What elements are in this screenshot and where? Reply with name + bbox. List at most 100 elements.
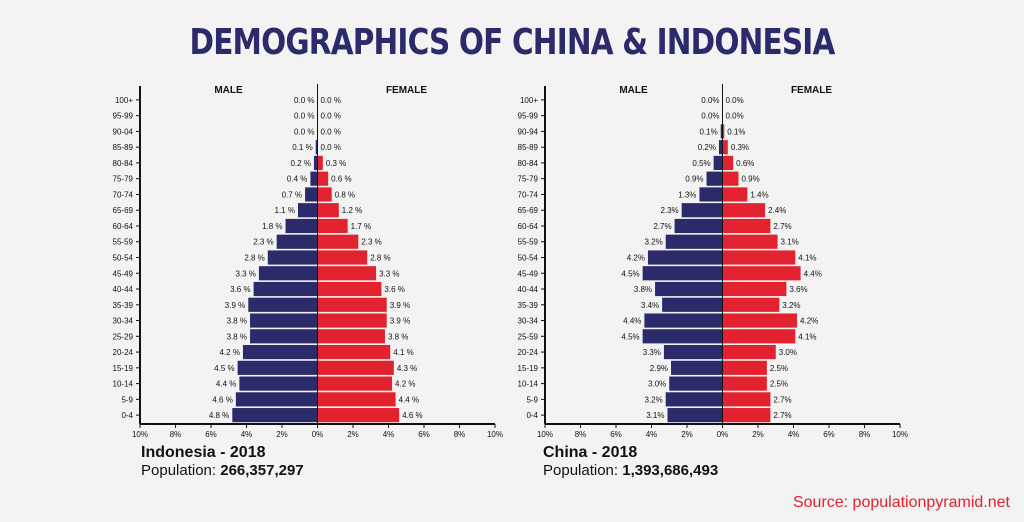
china-male-value-label: 3.8%: [634, 285, 652, 294]
indonesia-category-label: 75-79: [113, 175, 134, 184]
china-female-value-label: 0.0%: [726, 96, 744, 105]
indonesia-male-bar: [258, 266, 318, 281]
china-female-bar: [722, 297, 780, 312]
china-male-value-label: 3.3%: [643, 348, 661, 357]
indonesia-category-label: 70-74: [113, 190, 134, 199]
china-female-value-label: 0.1%: [727, 127, 745, 136]
indonesia-male-bar: [276, 234, 318, 249]
indonesia-male-value-label: 3.8 %: [227, 332, 247, 341]
china-male-bar: [713, 155, 723, 171]
china-female-bar: [722, 329, 796, 344]
indonesia-male-bar: [310, 171, 318, 186]
indonesia-female-bar: [317, 360, 394, 375]
indonesia-male-value-label: 3.6 %: [230, 285, 250, 294]
china-x-tick-label: 2%: [752, 430, 764, 439]
indonesia-female-value-label: 1.7 %: [351, 222, 371, 231]
indonesia-female-value-label: 3.8 %: [388, 332, 408, 341]
indonesia-female-bar: [317, 266, 377, 281]
china-male-value-label: 2.3%: [660, 206, 678, 215]
indonesia-female-bar: [317, 313, 387, 328]
china-male-bar: [681, 203, 723, 218]
china-male-value-label: 3.1%: [646, 411, 664, 420]
china-female-value-label: 3.2%: [782, 301, 800, 310]
china-category-label: 0-4: [526, 411, 538, 420]
china-female-bar: [722, 234, 778, 249]
china-female-value-label: 4.4%: [804, 269, 822, 278]
indonesia-x-tick-label: 10%: [132, 430, 148, 439]
indonesia-male-value-label: 0.2 %: [290, 159, 310, 168]
china-male-bar: [674, 218, 723, 234]
china-female-bar: [722, 313, 798, 328]
indonesia-category-label: 35-39: [113, 301, 134, 310]
china-category-label: 15-19: [518, 364, 539, 373]
china-female-bar: [722, 281, 787, 297]
china-male-bar: [642, 329, 723, 344]
indonesia-male-bar: [305, 187, 318, 202]
indonesia-male-bar: [237, 360, 318, 375]
china-female-bar: [722, 344, 776, 360]
indonesia-male-value-label: 3.9 %: [225, 301, 245, 310]
indonesia-male-bar: [253, 281, 318, 297]
indonesia-female-value-label: 0.6 %: [331, 175, 351, 184]
china-category-label: 55-59: [518, 238, 539, 247]
china-male-value-label: 0.5%: [692, 159, 710, 168]
china-male-value-label: 3.2%: [644, 395, 662, 404]
china-x-tick-label: 8%: [859, 430, 871, 439]
indonesia-female-value-label: 1.2 %: [342, 206, 362, 215]
indonesia-category-label: 90-04: [113, 127, 134, 136]
china-male-value-label: 4.4%: [623, 317, 641, 326]
indonesia-category-label: 10-14: [113, 380, 134, 389]
china-female-value-label: 2.5%: [770, 364, 788, 373]
indonesia-male-value-label: 1.1 %: [275, 206, 295, 215]
china-male-value-label: 0.0%: [701, 112, 719, 121]
china-male-bar: [662, 297, 723, 312]
china-country-label: China - 2018: [543, 444, 638, 461]
indonesia-female-bar: [317, 218, 348, 234]
page-title: DEMOGRAPHICS OF CHINA & INDONESIA: [189, 22, 836, 63]
china-male-bar: [669, 376, 723, 391]
indonesia-female-bar: [317, 171, 329, 186]
china-female-value-label: 0.6%: [736, 159, 754, 168]
indonesia-population-label: Population:: [141, 462, 217, 479]
china-category-label: 60-64: [518, 222, 539, 231]
indonesia-male-header: MALE: [214, 85, 243, 96]
indonesia-category-label: 85-89: [113, 143, 134, 152]
china-female-bar: [722, 218, 771, 234]
china-category-label: 25-59: [518, 332, 539, 341]
indonesia-x-tick-label: 2%: [276, 430, 288, 439]
indonesia-male-bar: [313, 155, 318, 171]
china-male-value-label: 0.0%: [701, 96, 719, 105]
indonesia-female-bar: [317, 329, 385, 344]
indonesia-female-value-label: 2.3 %: [361, 238, 381, 247]
indonesia-x-tick-label: 10%: [487, 430, 503, 439]
china-category-label: 75-79: [518, 175, 539, 184]
indonesia-x-tick-label: 6%: [205, 430, 217, 439]
china-male-value-label: 0.2%: [698, 143, 716, 152]
china-male-bar: [647, 250, 723, 265]
china-male-value-label: 0.9%: [685, 175, 703, 184]
indonesia-male-value-label: 2.8 %: [244, 254, 264, 263]
china-male-bar: [642, 266, 723, 281]
indonesia-male-value-label: 4.8 %: [209, 411, 229, 420]
china-category-label: 35-39: [518, 301, 539, 310]
indonesia-category-label: 40-44: [113, 285, 134, 294]
china-male-bar: [665, 392, 723, 407]
china-female-header: FEMALE: [791, 85, 832, 96]
china-male-bar: [665, 234, 723, 249]
china-female-bar: [722, 408, 771, 423]
china-population-value: 1,393,686,493: [622, 462, 719, 479]
indonesia-category-label: 30-34: [113, 317, 134, 326]
indonesia-male-bar: [315, 140, 318, 155]
indonesia-female-value-label: 3.3 %: [379, 269, 399, 278]
indonesia-male-bar: [297, 203, 318, 218]
china-category-label: 80-84: [518, 159, 539, 168]
indonesia-female-bar: [317, 297, 387, 312]
china-category-label: 95-99: [518, 112, 539, 121]
china-male-value-label: 3.4%: [641, 301, 659, 310]
china-x-tick-label: 0%: [717, 430, 729, 439]
indonesia-female-value-label: 4.3 %: [397, 364, 417, 373]
china-female-value-label: 0.0%: [726, 112, 744, 121]
indonesia-female-value-label: 2.8 %: [370, 254, 390, 263]
china-male-bar: [667, 408, 723, 423]
china-female-bar: [722, 155, 734, 171]
